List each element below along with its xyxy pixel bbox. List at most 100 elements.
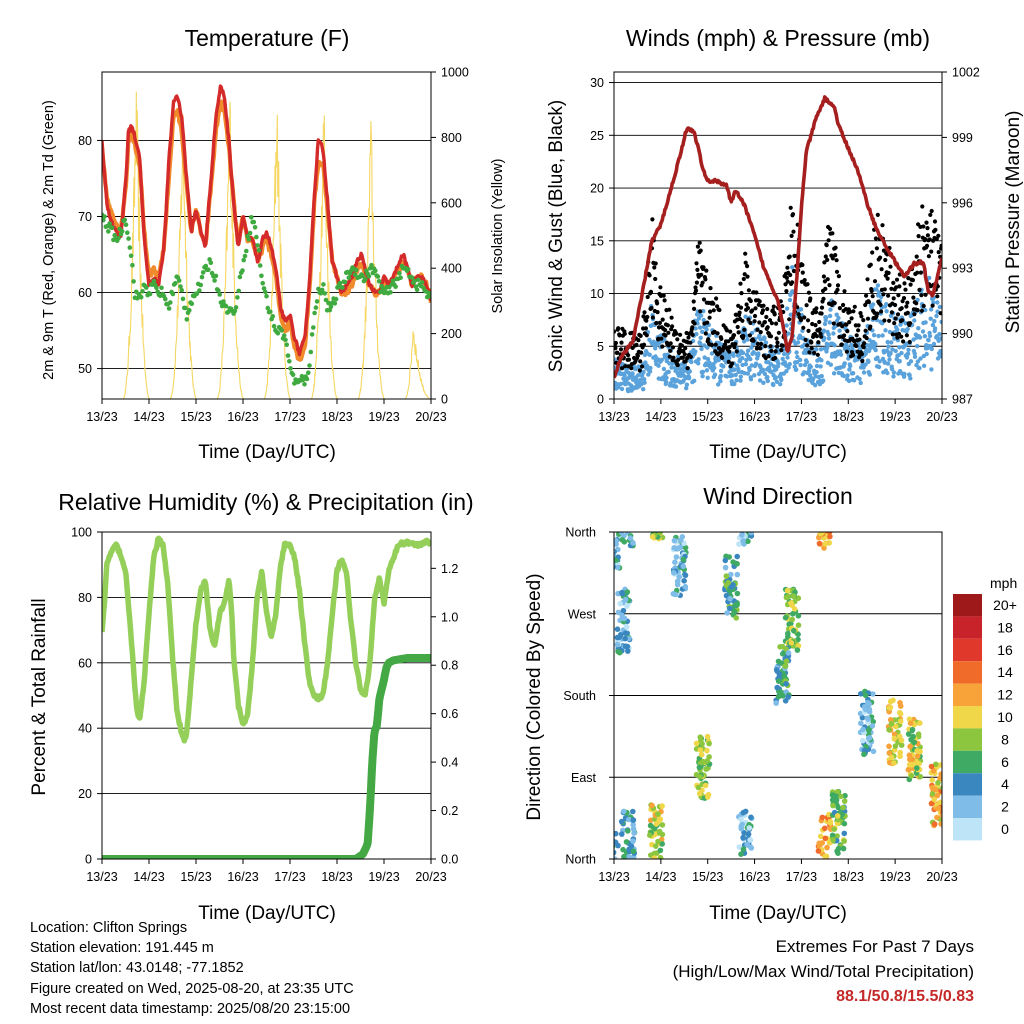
- wind-point: [666, 369, 671, 375]
- gust-point: [745, 264, 750, 269]
- gust-point: [731, 333, 737, 338]
- gust-point: [717, 350, 723, 355]
- gust-point: [626, 353, 631, 358]
- wind-direction-point: [785, 694, 791, 700]
- dewpoint-point: [127, 245, 133, 250]
- wind-point: [788, 312, 793, 317]
- wind-direction-point: [897, 753, 903, 760]
- dewpoint-point: [299, 373, 305, 379]
- wind-point: [814, 363, 820, 369]
- gust-point: [645, 314, 650, 320]
- dewpoint-point: [119, 229, 125, 234]
- wind-point: [778, 382, 783, 387]
- temperature-y-tick-label: 80: [78, 134, 92, 148]
- humidity-x-tick-label: 18/23: [321, 870, 352, 884]
- gust-point: [688, 340, 693, 345]
- dewpoint-point: [154, 285, 159, 291]
- wind-direction-panel: Wind Direction NorthEastSouthWestNorth13…: [524, 483, 1017, 924]
- gust-point: [862, 341, 867, 346]
- gust-point: [919, 308, 925, 313]
- gust-point: [915, 270, 920, 275]
- gust-point: [925, 226, 930, 231]
- wind-point: [740, 362, 745, 368]
- gust-point: [700, 280, 705, 285]
- wind-direction-point: [630, 540, 636, 546]
- wind-point: [819, 373, 824, 379]
- dewpoint-point: [140, 289, 145, 294]
- gust-point: [761, 303, 766, 308]
- gust-point: [835, 283, 841, 288]
- wind-direction-point: [907, 743, 913, 750]
- wind-direction-point: [704, 794, 711, 800]
- direction-x-tick-label: 13/23: [598, 870, 629, 884]
- temperature-y-tick-label: 60: [78, 286, 92, 300]
- gust-point: [892, 321, 897, 326]
- wind-direction-point: [908, 762, 915, 768]
- winds-title: Winds (mph) & Pressure (mb): [626, 25, 930, 51]
- gust-point: [787, 254, 792, 259]
- dewpoint-point: [109, 225, 115, 231]
- wind-direction-point: [841, 838, 847, 844]
- dewpoint-point: [306, 370, 311, 376]
- wind-direction-point: [651, 825, 658, 831]
- winds-y-tick-label: 0: [597, 393, 604, 407]
- wind-point: [814, 347, 819, 352]
- wind-direction-point: [841, 798, 848, 804]
- wind-point: [705, 375, 710, 380]
- gust-point: [897, 284, 902, 289]
- dewpoint-point: [116, 235, 121, 241]
- wind-point: [742, 371, 747, 376]
- wind-direction-point: [702, 782, 709, 789]
- gust-point: [685, 366, 690, 371]
- wind-point: [762, 336, 767, 341]
- station-info: Location: Clifton Springs Station elevat…: [30, 918, 354, 1019]
- dewpoint-point: [428, 292, 431, 298]
- wind-point: [808, 364, 813, 369]
- dewpoint-point: [179, 287, 184, 293]
- wind-point: [730, 373, 735, 378]
- gust-point: [747, 333, 753, 338]
- wind-direction-point: [734, 553, 740, 560]
- wind-direction-point: [614, 830, 619, 837]
- gust-point: [900, 318, 905, 323]
- wind-point: [736, 369, 741, 375]
- wind-point: [915, 359, 921, 364]
- wind-direction-point: [625, 648, 631, 654]
- wind-direction-point: [864, 715, 871, 721]
- gust-point: [908, 321, 913, 326]
- wind-direction-point: [890, 697, 896, 704]
- dewpoint-point: [247, 230, 253, 236]
- gust-point: [814, 306, 819, 311]
- gust-point: [924, 243, 930, 248]
- dewpoint-point: [237, 274, 243, 280]
- wind-point: [923, 307, 928, 313]
- wind-point: [866, 359, 871, 364]
- gust-point: [819, 311, 824, 316]
- winds-y-tick-label: 20: [590, 182, 604, 196]
- gust-point: [654, 321, 659, 326]
- solar-y2-tick-label: 0: [441, 393, 448, 407]
- gust-point: [757, 299, 762, 304]
- gust-point: [796, 312, 801, 317]
- wind-direction-x-axis-label: Time (Day/UTC): [709, 903, 847, 924]
- wind-point: [647, 352, 652, 357]
- dewpoint-point: [198, 282, 203, 288]
- rainfall-y2-tick-label: 0.6: [441, 707, 458, 721]
- gust-point: [784, 289, 789, 294]
- wind-point: [863, 351, 868, 356]
- wind-point: [926, 338, 931, 343]
- dewpoint-point: [270, 314, 276, 319]
- gust-point: [713, 342, 718, 347]
- gust-point: [936, 233, 941, 238]
- gust-point: [694, 280, 700, 285]
- wind-direction-point: [931, 821, 938, 827]
- gust-point: [825, 257, 830, 262]
- dewpoint-point: [232, 308, 238, 314]
- wind-point: [821, 378, 826, 383]
- wind-point: [779, 377, 784, 383]
- gust-point: [810, 321, 815, 327]
- wind-point: [704, 327, 709, 332]
- wind-point: [897, 359, 902, 364]
- gust-point: [676, 357, 681, 362]
- gust-point: [614, 329, 617, 334]
